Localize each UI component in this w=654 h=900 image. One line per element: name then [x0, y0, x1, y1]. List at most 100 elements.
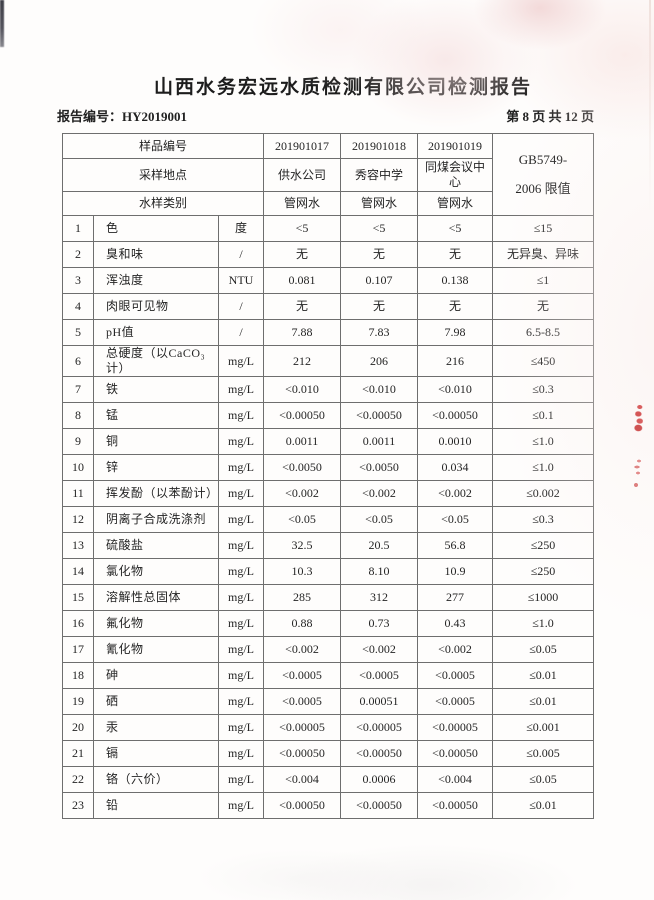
cell-index: 12 [62, 506, 94, 533]
cell-sample1-value: 212 [263, 345, 341, 377]
cell-sample2-value: <0.05 [340, 506, 418, 533]
table-row: 4 肉眼可见物 / 无无无无 [62, 293, 594, 320]
cell-param-name: 总硬度（以CaCO₃计） [93, 345, 219, 377]
cell-param-name: 臭和味 [93, 241, 219, 268]
cell-sample3-value: 10.9 [417, 558, 493, 585]
report-meta-row: 报告编号：HY2019001 第 8 页 共 12 页 [57, 106, 594, 125]
cell-sample2-value: <0.002 [340, 480, 418, 507]
cell-unit: mg/L [218, 558, 264, 585]
cell-param-name: pH值 [93, 319, 219, 346]
cell-sample1-value: <0.00050 [263, 792, 341, 819]
cell-sample3-value: 277 [417, 584, 493, 611]
cell-unit: mg/L [218, 376, 264, 403]
results-body: 1 色度 <5 <5 <5 ≤15 2 臭和味 / 无无无无异臭、异味 3 浑浊度 NTU 0.081 0.… [62, 215, 594, 819]
cell-sample2-value: 8.10 [340, 558, 418, 585]
cell-sample3-value: 216 [417, 345, 493, 377]
cell-sample3-value: <0.00005 [417, 714, 493, 741]
cell-unit: / [218, 319, 264, 346]
cell-sample3-value: 0.43 [417, 610, 493, 637]
cell-unit: mg/L [218, 532, 264, 559]
table-row: 6 总硬度（以CaCO₃计） mg/L 212 206 216 ≤450 [62, 345, 594, 377]
cell-sample3-value: <0.05 [417, 506, 493, 533]
table-row: 13 硫酸盐 mg/L 32.5 20.5 56.8 ≤250 [62, 532, 594, 559]
cell-sample2-value: <0.00050 [340, 792, 418, 819]
cell-index: 9 [62, 428, 94, 455]
cell-param-name: 锰 [93, 402, 219, 429]
cell-index: 14 [62, 558, 94, 585]
sample-type-label: 水样类别 [62, 191, 264, 216]
cell-limit-value: ≤0.3 [492, 376, 594, 403]
cell-limit-value: ≤0.01 [492, 688, 594, 715]
cell-sample2-value: 0.107 [340, 267, 418, 294]
cell-sample1-value: <0.00005 [263, 714, 341, 741]
cell-sample1-value: <5 [263, 215, 341, 242]
cell-index: 4 [62, 293, 94, 320]
table-row: 2 臭和味 / 无无无无异臭、异味 [62, 241, 594, 268]
cell-limit-value: ≤450 [492, 345, 594, 377]
cell-sample2-value: <0.0050 [340, 454, 418, 481]
red-stamp-fragment-1 [634, 403, 644, 433]
sample-id-3: 201901019 [417, 133, 493, 159]
cell-limit-value: ≤0.01 [492, 792, 594, 819]
cell-sample3-value: <5 [417, 215, 493, 242]
cell-param-name: 铁 [93, 376, 219, 403]
cell-sample3-value: <0.002 [417, 480, 493, 507]
cell-index: 15 [62, 584, 94, 611]
cell-unit: mg/L [218, 584, 264, 611]
cell-sample1-value: 285 [263, 584, 341, 611]
table-row: 14 氯化物 mg/L 10.3 8.10 10.9 ≤250 [62, 558, 594, 585]
cell-limit-value: ≤0.1 [492, 402, 594, 429]
cell-unit: mg/L [218, 428, 264, 455]
cell-sample2-value: 0.73 [340, 610, 418, 637]
cell-sample1-value: 32.5 [263, 532, 341, 559]
cell-sample1-value: <0.010 [263, 376, 341, 403]
cell-unit: mg/L [218, 688, 264, 715]
cell-index: 13 [62, 532, 94, 559]
cell-sample3-value: 7.98 [417, 319, 493, 346]
cell-sample3-value: 0.034 [417, 454, 493, 481]
cell-index: 21 [62, 740, 94, 767]
cell-limit-value: ≤1.0 [492, 454, 594, 481]
cell-sample1-value: 0.88 [263, 610, 341, 637]
table-row: 11 挥发酚（以苯酚计） mg/L <0.002 <0.002 <0.002 ≤0.002 [62, 480, 594, 507]
cell-param-name: 氰化物 [93, 636, 219, 663]
sample-type-1: 管网水 [263, 191, 341, 216]
cell-index: 16 [62, 610, 94, 637]
cell-index: 20 [62, 714, 94, 741]
cell-index: 18 [62, 662, 94, 689]
cell-sample2-value: <0.0005 [340, 662, 418, 689]
cell-limit-value: ≤1 [492, 267, 594, 294]
location-2: 秀容中学 [340, 158, 418, 192]
cell-index: 10 [62, 454, 94, 481]
cell-sample2-value: 无 [340, 241, 418, 268]
table-row: 9 铜 mg/L 0.0011 0.0011 0.0010 ≤1.0 [62, 428, 594, 455]
cell-sample2-value: 0.00051 [340, 688, 418, 715]
cell-limit-value: ≤1.0 [492, 428, 594, 455]
cell-unit: mg/L [218, 714, 264, 741]
location-3: 同煤会议中心 [417, 158, 493, 192]
cell-unit: mg/L [218, 454, 264, 481]
scan-corner-artifact [0, 0, 4, 47]
cell-sample1-value: 无 [263, 293, 341, 320]
cell-sample2-value: 20.5 [340, 532, 418, 559]
cell-param-name: 铅 [93, 792, 219, 819]
cell-param-name: 硒 [93, 688, 219, 715]
cell-param-name: 镉 [93, 740, 219, 767]
cell-unit: 度 [218, 215, 264, 242]
cell-sample1-value: <0.00050 [263, 740, 341, 767]
header-row-sample-id: 样品编号 201901017 201901018 201901019 GB574… [62, 133, 594, 216]
cell-unit: mg/L [218, 345, 264, 377]
cell-sample1-value: <0.00050 [263, 402, 341, 429]
cell-sample1-value: <0.0005 [263, 688, 341, 715]
sampling-location-label: 采样地点 [62, 158, 264, 192]
cell-limit-value: 无 [492, 293, 594, 320]
cell-param-name: 铬（六价） [93, 766, 219, 793]
cell-sample2-value: 312 [340, 584, 418, 611]
results-table: 样品编号 201901017 201901018 201901019 GB574… [62, 133, 594, 819]
cell-limit-value: ≤0.001 [492, 714, 594, 741]
limit-standard-header: GB5749- 2006 限值 [492, 133, 594, 216]
cell-unit: mg/L [218, 480, 264, 507]
cell-index: 3 [62, 267, 94, 294]
cell-unit: NTU [218, 267, 264, 294]
cell-param-name: 氯化物 [93, 558, 219, 585]
